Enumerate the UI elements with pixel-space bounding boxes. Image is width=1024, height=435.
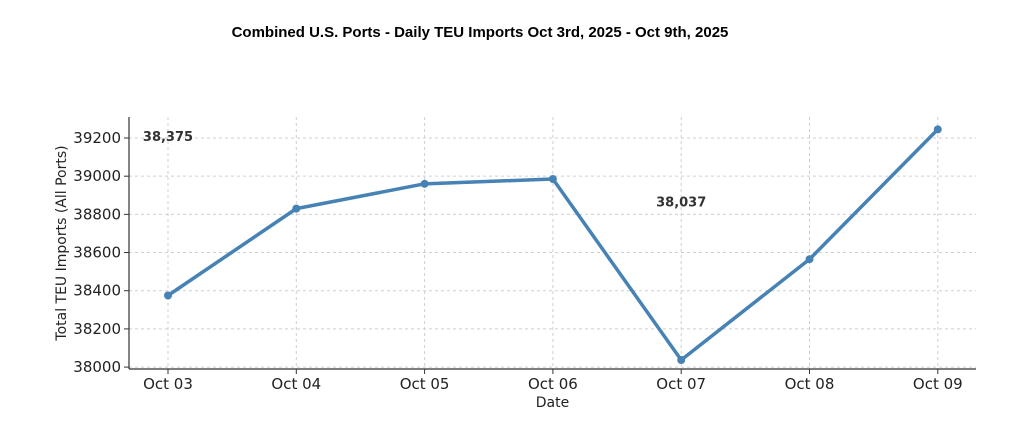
x-tick-label: Oct 08	[785, 375, 835, 393]
y-tick-label: 39200	[73, 129, 121, 147]
y-tick-label: 38000	[73, 358, 121, 376]
data-point	[164, 291, 172, 300]
y-tick-label: 39000	[73, 167, 121, 185]
data-label: 38,375	[143, 130, 193, 145]
y-tick-label: 38600	[73, 244, 121, 262]
x-tick-label: Oct 07	[656, 375, 706, 393]
y-tick-label: 38800	[73, 205, 121, 223]
axes: 38000 38200 38400 38600 38800 39000 39200 Oct 0…	[73, 117, 976, 393]
grid	[129, 117, 976, 369]
y-axis-title: Total TEU Imports (All Ports)	[54, 145, 70, 341]
data-point	[420, 179, 429, 188]
labels: 38,375 38,037	[143, 130, 706, 211]
data-label: 38,037	[656, 196, 706, 211]
chart-title: Combined U.S. Ports - Daily TEU Imports …	[231, 24, 729, 41]
data-point	[677, 356, 686, 365]
y-tick-label: 38400	[73, 282, 121, 300]
x-tick-label: Oct 05	[400, 375, 450, 393]
x-tick-label: Oct 04	[271, 375, 321, 393]
series	[164, 125, 942, 365]
x-axis-title: Date	[536, 395, 569, 411]
y-tick-label: 38200	[73, 320, 121, 338]
data-point	[548, 175, 557, 184]
data-point	[805, 255, 814, 264]
data-point	[933, 125, 942, 134]
x-tick-label: Oct 06	[528, 375, 578, 393]
data-point	[292, 204, 301, 213]
x-tick-label: Oct 09	[913, 375, 963, 393]
x-tick-label: Oct 03	[143, 375, 193, 393]
